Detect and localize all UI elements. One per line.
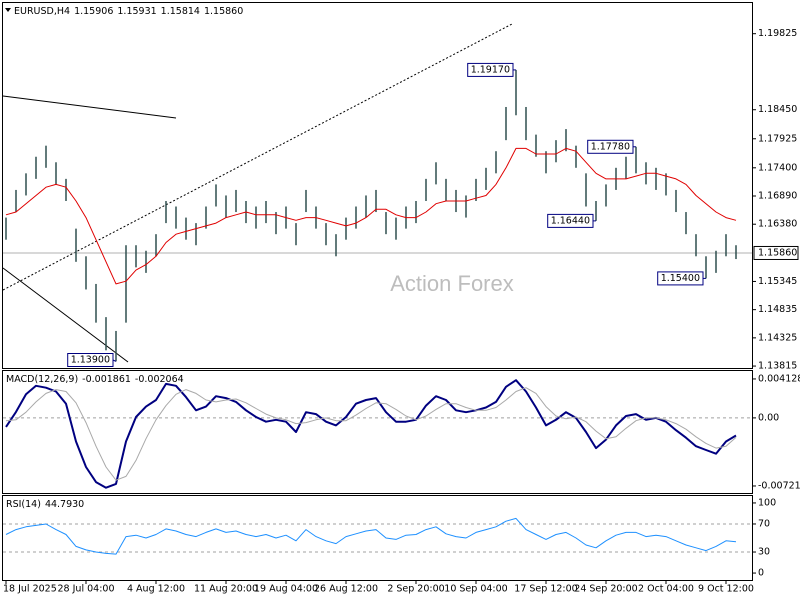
y-tick-label: 100 (758, 497, 776, 508)
panel-header: RSI(14) 44.7930 (6, 499, 84, 510)
x-tick-label: 26 Aug 12:00 (314, 584, 378, 595)
y-tick-label: 0.004128 (758, 373, 800, 384)
macd-panel-frame (2, 370, 753, 494)
y-tick-label: 70 (758, 518, 770, 529)
indicator-title: RSI(14) (6, 499, 41, 510)
y-tick-label: 1.18450 (758, 104, 797, 115)
y-tick-label: 1.13815 (758, 361, 797, 372)
last-price-label: 1.15860 (758, 247, 797, 258)
y-tick-label: 1.17400 (758, 162, 797, 173)
y-tick-label: 1.17925 (758, 133, 797, 144)
watermark: Action Forex (390, 271, 514, 296)
x-tick-label: 11 Aug 20:00 (194, 584, 258, 595)
y-tick-label: 0 (758, 568, 764, 579)
price-annotation: 1.15400 (657, 271, 706, 286)
price-annotation: 1.19170 (467, 62, 516, 77)
price-annotation: 1.16440 (547, 213, 596, 228)
trend-line (2, 267, 129, 363)
x-tick-label: 2 Oct 04:00 (638, 584, 694, 595)
annotation-label: 1.15400 (661, 273, 700, 284)
price-panel-frame (2, 2, 753, 369)
panel-header: MACD(12,26,9) -0.001861 -0.002064 (6, 374, 184, 385)
price-annotation: 1.13900 (67, 353, 117, 367)
y-tick-label: 1.16890 (758, 191, 797, 202)
y-tick-label: 1.16380 (758, 219, 797, 230)
indicator-title: MACD(12,26,9) (6, 374, 78, 385)
readout-value: 1.15814 (161, 6, 200, 17)
readout-value: 1.15931 (117, 6, 156, 17)
x-tick-label: 18 Jul 2025 (3, 584, 57, 595)
y-tick-label: 1.14835 (758, 304, 797, 315)
annotation-label: 1.19170 (471, 64, 510, 75)
indicator-line (5, 147, 737, 285)
indicator-title: EURUSD,H4 (14, 6, 70, 17)
x-tick-label: 19 Aug 04:00 (254, 584, 318, 595)
readout-value: -0.002064 (135, 374, 184, 385)
y-tick-label: 0.00 (758, 412, 779, 423)
x-tick-label: 17 Sep 12:00 (514, 584, 577, 595)
annotation-label: 1.17780 (591, 141, 630, 152)
price-annotation: 1.17780 (587, 139, 636, 154)
x-tick-label: 4 Aug 12:00 (127, 584, 185, 595)
x-tick-label: 10 Sep 04:00 (444, 584, 507, 595)
rsi-panel-frame (2, 495, 753, 581)
last-price-box (753, 245, 799, 260)
y-tick-label: 1.15345 (758, 276, 797, 287)
indicator-line (5, 387, 737, 481)
x-tick-label: 24 Sep 20:00 (574, 584, 637, 595)
y-tick-label: 1.19825 (758, 28, 797, 39)
readout-value: 44.7930 (45, 499, 84, 510)
y-tick-label: -0.007216 (758, 480, 800, 491)
trend-line (2, 95, 177, 119)
x-tick-label: 9 Oct 12:00 (698, 584, 754, 595)
panel-header: EURUSD,H4 1.15906 1.15931 1.15814 1.15860 (14, 6, 243, 17)
x-tick-label: 2 Sep 20:00 (387, 584, 444, 595)
last-price-marker: 1.15860 (753, 245, 799, 260)
x-tick-label: 28 Jul 04:00 (58, 584, 115, 595)
symbol-menu-icon (5, 8, 11, 12)
indicator-line (5, 517, 737, 555)
readout-value: -0.001861 (82, 374, 131, 385)
annotation-label: 1.16440 (551, 215, 590, 226)
annotation-leader (112, 359, 117, 362)
readout-value: 1.15906 (74, 6, 113, 17)
y-tick-label: 1.14325 (758, 332, 797, 343)
annotation-label: 1.13900 (71, 355, 110, 366)
indicator-line (5, 379, 737, 489)
y-tick-label: 30 (758, 547, 770, 558)
readout-value: 1.15860 (204, 6, 243, 17)
